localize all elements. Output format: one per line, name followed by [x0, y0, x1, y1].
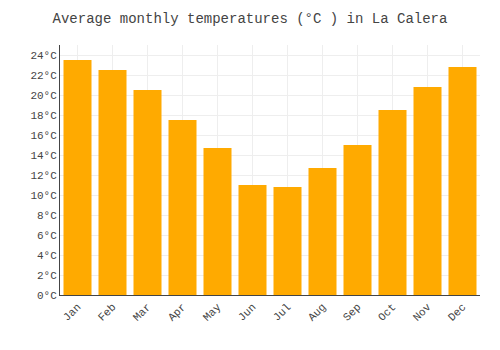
- svg-text:0°C: 0°C: [37, 290, 57, 302]
- svg-text:Aug: Aug: [306, 301, 328, 323]
- svg-text:Jan: Jan: [61, 301, 83, 323]
- svg-text:10°C: 10°C: [30, 190, 57, 202]
- svg-text:Jul: Jul: [271, 301, 293, 323]
- svg-text:Oct: Oct: [376, 301, 398, 323]
- svg-text:16°C: 16°C: [30, 130, 57, 142]
- svg-text:20°C: 20°C: [30, 90, 57, 102]
- svg-text:24°C: 24°C: [30, 50, 57, 62]
- svg-text:May: May: [201, 301, 224, 324]
- svg-text:12°C: 12°C: [30, 170, 57, 182]
- svg-text:2°C: 2°C: [37, 270, 57, 282]
- svg-text:Sep: Sep: [341, 301, 363, 323]
- svg-text:Average monthly temperatures (: Average monthly temperatures (°C ) in La…: [53, 11, 448, 27]
- svg-text:Apr: Apr: [166, 301, 188, 323]
- svg-text:8°C: 8°C: [37, 210, 57, 222]
- svg-text:Nov: Nov: [411, 301, 434, 324]
- svg-text:4°C: 4°C: [37, 250, 57, 262]
- svg-text:Dec: Dec: [446, 301, 468, 323]
- svg-text:Feb: Feb: [96, 301, 118, 323]
- svg-text:22°C: 22°C: [30, 70, 57, 82]
- svg-text:Mar: Mar: [131, 301, 153, 323]
- svg-text:18°C: 18°C: [30, 110, 57, 122]
- svg-text:Jun: Jun: [236, 301, 258, 323]
- svg-text:14°C: 14°C: [30, 150, 57, 162]
- svg-text:6°C: 6°C: [37, 230, 57, 242]
